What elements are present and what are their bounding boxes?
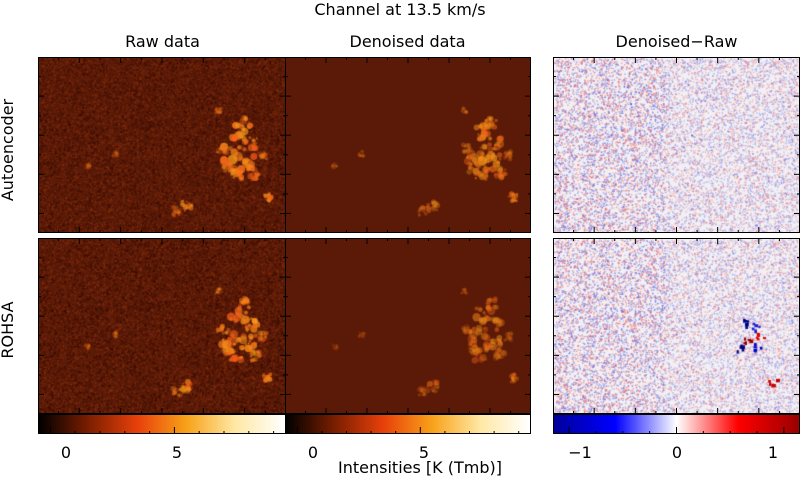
intensity-axis-label: Intensities [K (Tmb)] xyxy=(338,458,502,477)
figure-title: Channel at 13.5 km/s xyxy=(314,0,486,19)
cbar3-tick-1: 1 xyxy=(767,443,779,462)
panel-rohsa-raw xyxy=(38,238,286,414)
column-title-denoised: Denoised data xyxy=(349,32,466,51)
panel-rohsa-denoised xyxy=(285,238,531,414)
column-title-residual: Denoised−Raw xyxy=(615,32,738,51)
colorbar-residual xyxy=(553,414,800,434)
colorbar-intensity-denoised xyxy=(285,414,531,434)
row-label-autoencoder: Autoencoder xyxy=(0,98,17,202)
panel-autoencoder-raw xyxy=(38,57,286,233)
column-title-raw: Raw data xyxy=(125,32,200,51)
panel-autoencoder-denoised xyxy=(285,57,531,233)
colorbar-intensity-raw xyxy=(38,414,286,434)
row-label-rohsa: ROHSA xyxy=(0,301,17,359)
cbar1-tick-5: 5 xyxy=(171,443,183,462)
cbar3-tick-neg1: −1 xyxy=(568,443,592,462)
panel-rohsa-residual xyxy=(553,238,800,414)
panel-autoencoder-residual xyxy=(553,57,800,233)
cbar1-tick-0: 0 xyxy=(60,443,72,462)
cbar3-tick-0: 0 xyxy=(671,443,683,462)
cbar2-tick-5: 5 xyxy=(418,443,430,462)
cbar2-tick-0: 0 xyxy=(307,443,319,462)
